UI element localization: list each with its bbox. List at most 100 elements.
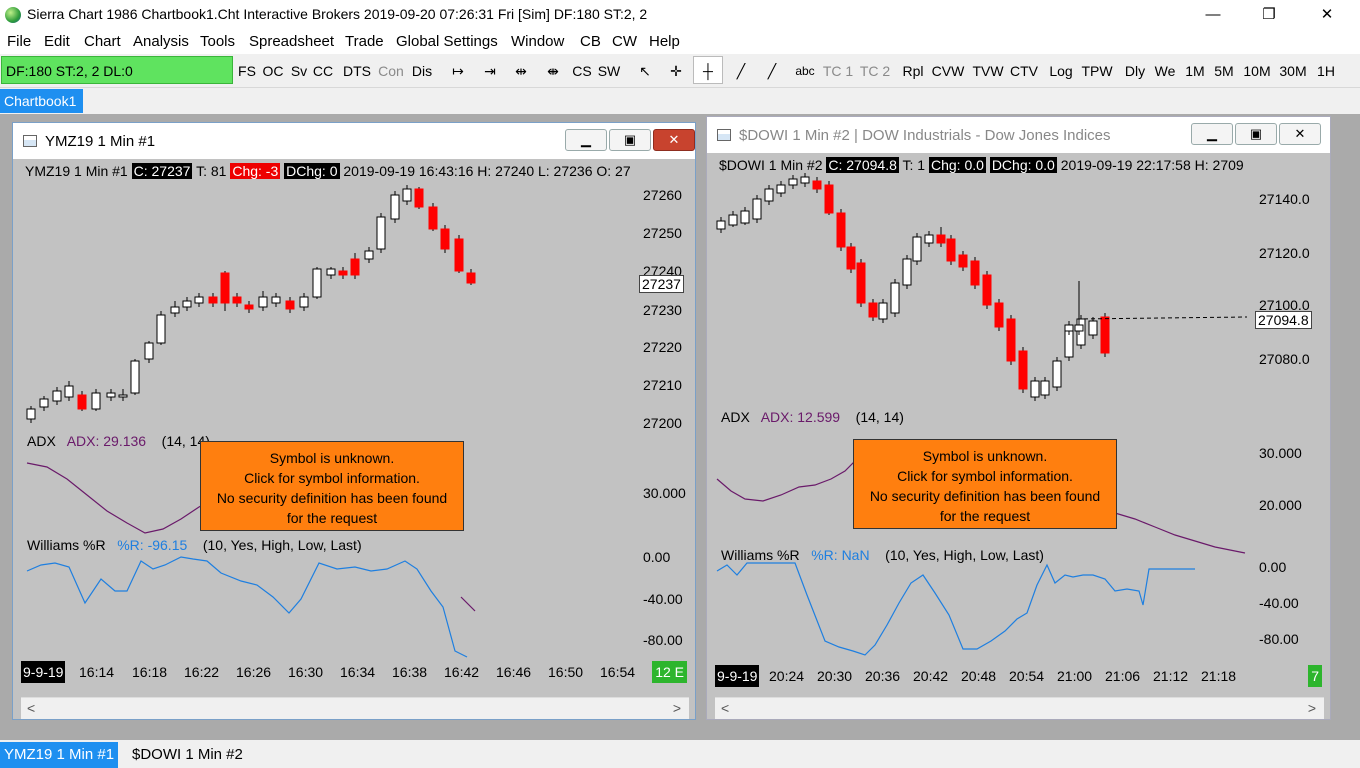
cursor-crosshair-icon[interactable]: ┼ bbox=[693, 56, 723, 84]
candle-body bbox=[118, 394, 128, 398]
tb-rpl-button[interactable]: Rpl bbox=[902, 63, 924, 79]
adx-axis-label: 20.000 bbox=[1259, 497, 1302, 513]
tb-scale-icon-3[interactable]: ⇹ bbox=[515, 63, 527, 79]
tab-chart-1[interactable]: YMZ19 1 Min #1 bbox=[0, 742, 119, 768]
tb-sw-button[interactable]: SW bbox=[597, 63, 621, 79]
menu-trade[interactable]: Trade bbox=[345, 33, 384, 50]
menu-file[interactable]: File bbox=[7, 33, 32, 50]
tb-cs-button[interactable]: CS bbox=[572, 63, 592, 79]
scroll-left-icon[interactable]: < bbox=[27, 700, 36, 716]
tb-scale-icon-2[interactable]: ⇥ bbox=[484, 63, 496, 79]
tb-con-button[interactable]: Con bbox=[378, 63, 404, 79]
tb-10m-button[interactable]: 10M bbox=[1243, 63, 1271, 79]
candle-body bbox=[91, 392, 101, 410]
tb-1h-button[interactable]: 1H bbox=[1317, 63, 1335, 79]
chart2-info-symbol: $DOWI 1 Min #2 bbox=[719, 157, 823, 173]
tb-we-button[interactable]: We bbox=[1154, 63, 1176, 79]
chart2-adx-label: ADX ADX: 12.599 (14, 14) bbox=[721, 409, 904, 425]
chart1-minimize-button[interactable]: ▁ bbox=[565, 129, 607, 151]
pointer-icon[interactable]: ↖ bbox=[639, 63, 651, 79]
candle-body bbox=[64, 385, 74, 398]
chart1-title: YMZ19 1 Min #1 bbox=[45, 133, 156, 150]
restore-button[interactable]: ❐ bbox=[1262, 6, 1276, 23]
chart2-minimize-button[interactable]: ▁ bbox=[1191, 123, 1233, 145]
tb-log-button[interactable]: Log bbox=[1049, 63, 1073, 79]
line-tool-icon[interactable]: ╱ bbox=[736, 63, 746, 79]
tb-dly-button[interactable]: Dly bbox=[1124, 63, 1146, 79]
menu-tools[interactable]: Tools bbox=[200, 33, 236, 50]
chart1-horizontal-scrollbar[interactable]: < > bbox=[21, 697, 689, 719]
tb-cc-button[interactable]: CC bbox=[312, 63, 334, 79]
candle-body bbox=[156, 314, 166, 344]
menu-cw[interactable]: CW bbox=[612, 33, 637, 50]
minimize-button[interactable]: — bbox=[1205, 6, 1221, 23]
wr-axis-label: 0.00 bbox=[1259, 559, 1287, 575]
menu-global-settings[interactable]: Global Settings bbox=[396, 33, 498, 50]
tb-30m-button[interactable]: 30M bbox=[1279, 63, 1307, 79]
menu-edit[interactable]: Edit bbox=[44, 33, 70, 50]
menu-cb[interactable]: CB bbox=[580, 33, 601, 50]
x-tick-label: 16:42 bbox=[444, 664, 480, 680]
scroll-left-icon[interactable]: < bbox=[721, 700, 730, 716]
tb-tc2-button[interactable]: TC 2 bbox=[859, 63, 891, 79]
chart1-plot-area[interactable]: YMZ19 1 Min #1 C: 27237 T: 81 Chg: -3 DC… bbox=[21, 161, 689, 701]
x-tick-label: 16:14 bbox=[79, 664, 115, 680]
text-tool-button[interactable]: abc bbox=[795, 64, 815, 78]
chart-window-1[interactable]: YMZ19 1 Min #1 ▁ ▣ ✕ YMZ19 1 Min #1 C: 2… bbox=[12, 122, 696, 720]
candle-body bbox=[1100, 316, 1110, 354]
x-tick-label: 16:18 bbox=[132, 664, 168, 680]
chart2-wr-value: %R: NaN bbox=[811, 547, 870, 563]
menu-chart[interactable]: Chart bbox=[84, 33, 121, 50]
tb-5m-button[interactable]: 5M bbox=[1214, 63, 1234, 79]
tb-tpw-button[interactable]: TPW bbox=[1081, 63, 1113, 79]
chart2-horizontal-scrollbar[interactable]: < > bbox=[715, 697, 1324, 719]
connection-status[interactable]: DF:180 ST:2, 2 DL:0 bbox=[1, 56, 233, 84]
tb-tc1-button[interactable]: TC 1 bbox=[822, 63, 854, 79]
tb-1m-button[interactable]: 1M bbox=[1185, 63, 1205, 79]
close-button[interactable]: ✕ bbox=[1320, 6, 1334, 23]
menu-window[interactable]: Window bbox=[511, 33, 565, 50]
tb-scale-icon-1[interactable]: ↦ bbox=[452, 63, 464, 79]
menu-help[interactable]: Help bbox=[649, 33, 680, 50]
candle-body bbox=[1052, 360, 1062, 388]
candle-body bbox=[414, 188, 424, 208]
chart1-restore-button[interactable]: ▣ bbox=[609, 129, 651, 151]
tb-cvw-button[interactable]: CVW bbox=[931, 63, 965, 79]
candle-body bbox=[454, 238, 464, 272]
crosshair-icon[interactable]: ✛ bbox=[670, 63, 682, 79]
window-title: Sierra Chart 1986 Chartbook1.Cht Interac… bbox=[27, 6, 648, 22]
wr-axis-label: -80.00 bbox=[643, 632, 683, 648]
chart2-plot-area[interactable]: $DOWI 1 Min #2 C: 27094.8 T: 1 Chg: 0.0 … bbox=[715, 155, 1324, 697]
chart2-close-button[interactable]: ✕ bbox=[1279, 123, 1321, 145]
x-tick-label: 21:18 bbox=[1201, 668, 1237, 684]
scroll-right-icon[interactable]: > bbox=[672, 700, 681, 716]
tb-scale-icon-4[interactable]: ⇼ bbox=[547, 63, 559, 79]
tb-dts-button[interactable]: DTS bbox=[343, 63, 371, 79]
menu-spreadsheet[interactable]: Spreadsheet bbox=[249, 33, 335, 50]
adx-axis-label: 30.000 bbox=[1259, 445, 1302, 461]
chart1-williams-r-line bbox=[26, 556, 468, 658]
tb-fs-button[interactable]: FS bbox=[238, 63, 256, 79]
tb-dis-button[interactable]: Dis bbox=[411, 63, 433, 79]
chart2-x-tag: 7 bbox=[1308, 665, 1322, 687]
tb-ctv-button[interactable]: CTV bbox=[1010, 63, 1038, 79]
tb-sv-button[interactable]: Sv bbox=[290, 63, 308, 79]
chart2-restore-button[interactable]: ▣ bbox=[1235, 123, 1277, 145]
chart1-close-button[interactable]: ✕ bbox=[653, 129, 695, 151]
ray-tool-icon[interactable]: ╱ bbox=[767, 63, 777, 79]
chart-window-2[interactable]: $DOWI 1 Min #2 | DOW Industrials - Dow J… bbox=[706, 116, 1331, 720]
candle-body bbox=[764, 188, 774, 202]
tab-chart-2[interactable]: $DOWI 1 Min #2 bbox=[132, 746, 243, 763]
tb-tvw-button[interactable]: TVW bbox=[972, 63, 1004, 79]
chart1-symbol-unknown-message[interactable]: Symbol is unknown. Click for symbol info… bbox=[200, 441, 464, 531]
chart1-x-tag: 12 E bbox=[652, 661, 687, 683]
chart1-adx-value: ADX: 29.136 bbox=[66, 433, 147, 449]
candle-body bbox=[1074, 324, 1084, 332]
scroll-right-icon[interactable]: > bbox=[1307, 700, 1316, 716]
chartbook-tab[interactable]: Chartbook1 bbox=[0, 89, 83, 113]
chart2-symbol-unknown-message[interactable]: Symbol is unknown. Click for symbol info… bbox=[853, 439, 1117, 529]
candle-body bbox=[716, 220, 726, 230]
chart1-adx-line-end bbox=[460, 596, 476, 612]
menu-analysis[interactable]: Analysis bbox=[133, 33, 189, 50]
tb-oc-button[interactable]: OC bbox=[262, 63, 284, 79]
